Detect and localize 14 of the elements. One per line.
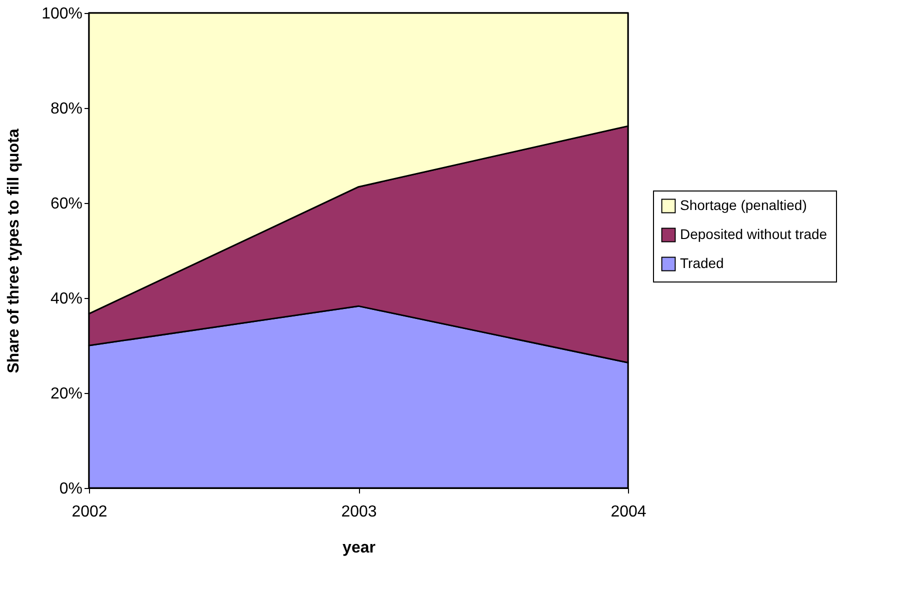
y-tick-label: 20% <box>50 386 82 402</box>
y-tick-label: 40% <box>50 290 82 308</box>
y-tick-label: 80% <box>50 100 82 118</box>
legend-label: Traded <box>680 255 724 271</box>
x-tick-label: 2004 <box>610 504 646 520</box>
x-axis-title: year <box>342 540 376 556</box>
y-axis-title: Share of three types to fill quota <box>6 128 23 374</box>
x-tick-label: 2002 <box>72 504 108 520</box>
y-tick-label: 0% <box>59 480 82 498</box>
legend-label: Shortage (penaltied) <box>680 197 807 213</box>
y-tick-label: 60% <box>50 196 82 212</box>
legend-label: Deposited without trade <box>680 226 828 242</box>
y-tick-label: 100% <box>42 6 82 22</box>
x-tick-label: 2003 <box>341 504 377 520</box>
